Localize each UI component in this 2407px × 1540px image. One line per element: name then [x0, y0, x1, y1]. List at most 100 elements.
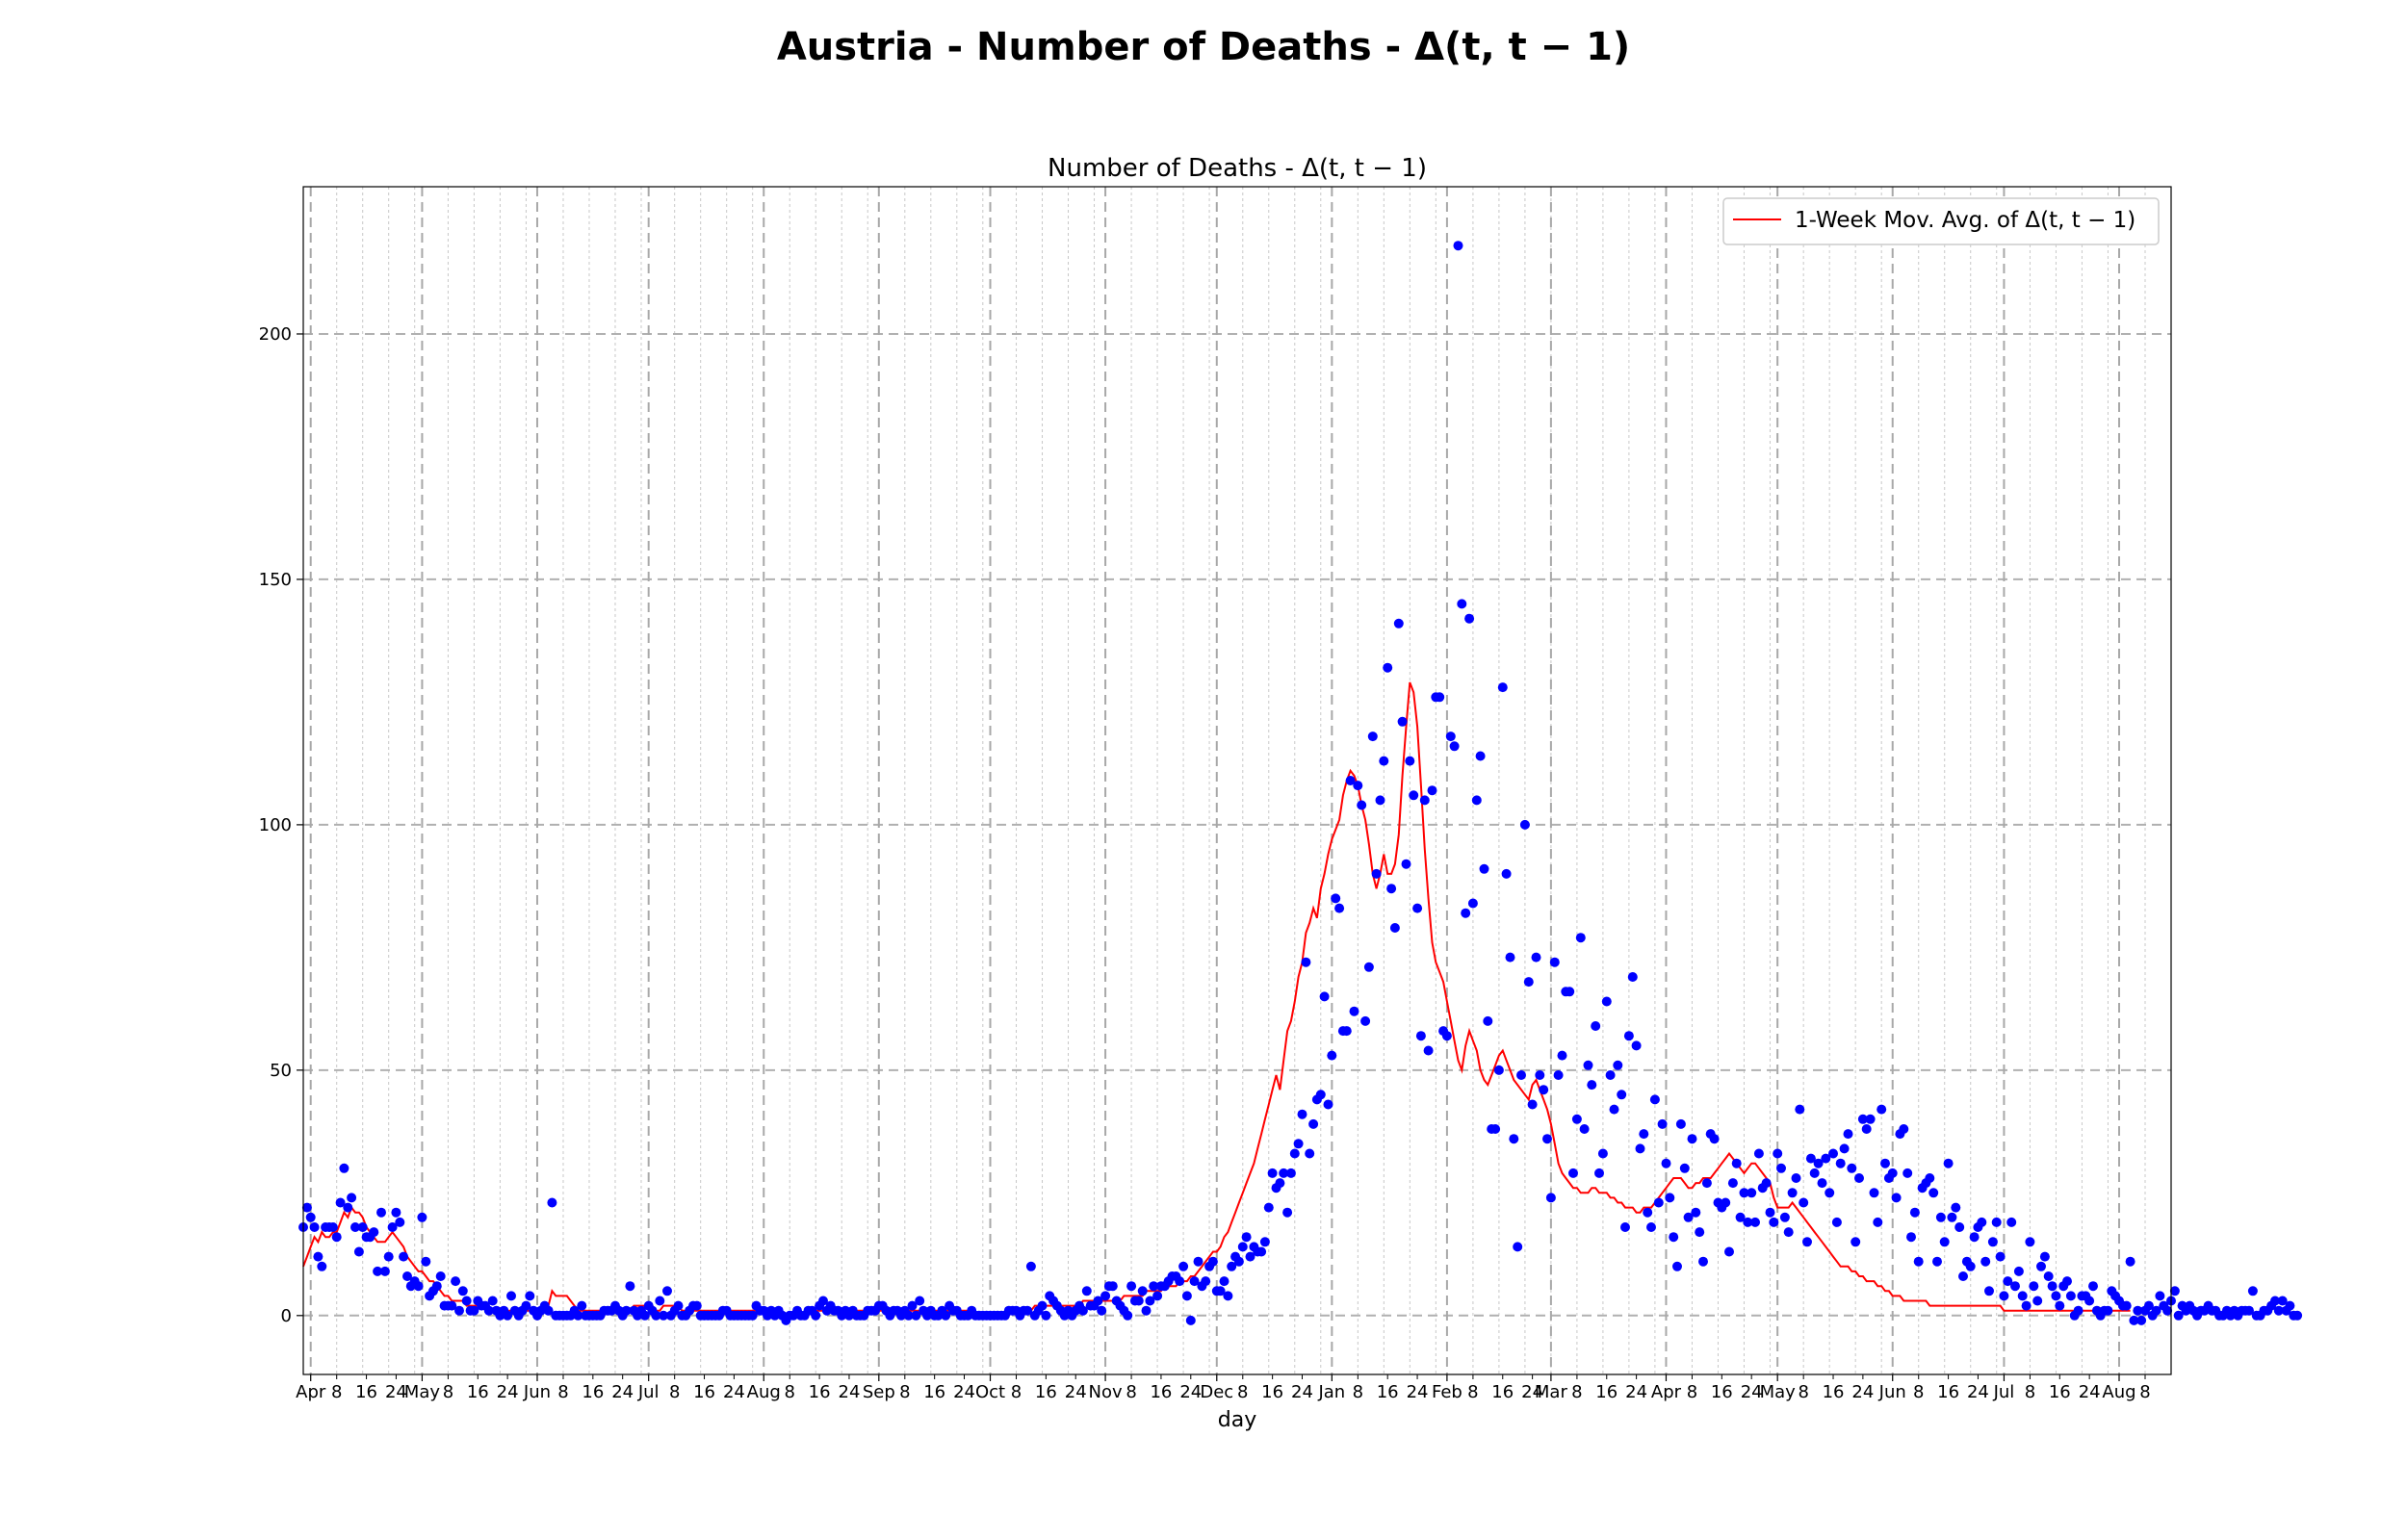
data-point [1461, 908, 1471, 918]
data-point [1795, 1104, 1805, 1115]
data-point [1331, 893, 1341, 904]
data-point [811, 1310, 821, 1321]
data-point [1386, 884, 1397, 894]
data-point [2055, 1300, 2065, 1311]
data-point [1951, 1202, 1961, 1213]
x-day-tick-label: 8 [2139, 1382, 2150, 1402]
data-point [1665, 1193, 1675, 1203]
data-point [2029, 1281, 2039, 1292]
data-point [1289, 1148, 1300, 1159]
data-point [1899, 1124, 1909, 1134]
data-point [1409, 790, 1419, 801]
data-point [1545, 1193, 1556, 1203]
data-point [1928, 1188, 1939, 1198]
data-point [369, 1227, 379, 1238]
data-point [1327, 1050, 1337, 1061]
data-point [1623, 1031, 1634, 1041]
data-point [1747, 1188, 1757, 1198]
x-day-tick-label: 8 [331, 1382, 342, 1402]
data-point [1245, 1251, 1255, 1262]
x-month-tick-label: Jul [637, 1382, 660, 1402]
data-point [1687, 1134, 1697, 1144]
data-point [1137, 1286, 1148, 1296]
x-month-tick-label: Feb [1432, 1382, 1462, 1402]
x-day-tick-label: 8 [1467, 1382, 1478, 1402]
data-point [1178, 1261, 1189, 1271]
data-point [1857, 1114, 1868, 1124]
data-point [1773, 1148, 1783, 1159]
data-point [1557, 1050, 1567, 1061]
data-point [1791, 1173, 1801, 1183]
data-point [1419, 795, 1430, 806]
x-day-tick-label: 24 [723, 1382, 745, 1402]
data-point [350, 1222, 360, 1232]
data-point [1627, 972, 1638, 982]
data-point [1282, 1207, 1293, 1218]
data-point [1341, 1026, 1352, 1037]
x-day-tick-label: 24 [1625, 1382, 1647, 1402]
major-gridlines [303, 187, 2171, 1374]
data-point [1861, 1124, 1872, 1134]
data-point [1675, 1118, 1686, 1129]
x-day-tick-label: 24 [611, 1382, 634, 1402]
data-point [1817, 1178, 1827, 1189]
data-point [1776, 1163, 1786, 1173]
x-day-tick-label: 16 [1711, 1382, 1733, 1402]
data-point [1490, 1124, 1501, 1134]
data-point [1583, 1060, 1593, 1070]
data-point [1802, 1237, 1812, 1247]
x-month-tick-label: Jun [523, 1382, 551, 1402]
x-day-tick-label: 24 [497, 1382, 519, 1402]
x-day-tick-label: 8 [1571, 1382, 1582, 1402]
x-day-tick-label: 16 [809, 1382, 831, 1402]
data-point [1383, 662, 1393, 673]
data-point [915, 1296, 925, 1306]
data-point [1093, 1296, 1103, 1306]
data-point [309, 1222, 320, 1232]
data-point [483, 1305, 494, 1316]
data-point [1457, 599, 1467, 609]
data-point [1389, 923, 1400, 933]
x-day-tick-label: 8 [1913, 1382, 1924, 1402]
data-point [1081, 1286, 1092, 1296]
data-point [1999, 1291, 2009, 1301]
x-day-tick-label: 16 [1937, 1382, 1959, 1402]
data-point [313, 1251, 324, 1262]
data-point [1779, 1212, 1790, 1222]
data-point [1223, 1291, 1233, 1301]
data-point [417, 1212, 427, 1222]
data-point [2043, 1271, 2054, 1281]
data-point [2025, 1237, 2035, 1247]
data-point [1219, 1276, 1229, 1287]
data-point [1691, 1207, 1701, 1218]
data-point [1285, 1168, 1296, 1178]
data-point [2151, 1305, 2161, 1316]
data-point [2136, 1315, 2147, 1325]
data-point [2062, 1276, 2072, 1287]
data-point [1371, 868, 1382, 879]
data-point [1925, 1173, 1935, 1183]
data-point [1835, 1158, 1846, 1168]
data-point [1620, 1222, 1630, 1232]
x-day-tick-label: 8 [899, 1382, 910, 1402]
data-point [1821, 1153, 1831, 1164]
data-point [1207, 1256, 1218, 1267]
data-point [1991, 1217, 2002, 1227]
data-point [1542, 1134, 1552, 1144]
data-point [1575, 933, 1586, 943]
data-point [376, 1207, 386, 1218]
data-point [1653, 1197, 1664, 1208]
data-point [1493, 1065, 1504, 1075]
data-point [1375, 795, 1385, 806]
x-day-tick-label: 8 [1353, 1382, 1363, 1402]
data-point [818, 1296, 828, 1306]
data-point [1152, 1291, 1163, 1301]
x-day-tick-label: 24 [2079, 1382, 2101, 1402]
data-point [1984, 1286, 1994, 1296]
data-point [1037, 1300, 1048, 1311]
x-day-tick-label: 16 [1491, 1382, 1514, 1402]
data-point [1969, 1232, 1980, 1243]
x-month-tick-label: Oct [975, 1382, 1005, 1402]
data-point [1334, 903, 1345, 913]
